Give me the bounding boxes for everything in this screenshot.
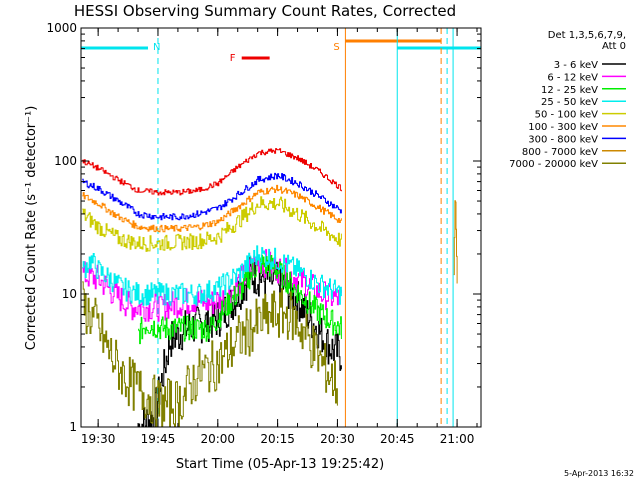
legend-header: Det 1,3,5,6,7,9, (548, 30, 626, 41)
observing-flags: N F S (81, 39, 481, 64)
series-line (82, 249, 342, 322)
y-tick-label: 10 (62, 287, 77, 301)
legend-entry-label: 300 - 800 keV (528, 134, 598, 145)
legend-entry-label: 50 - 100 keV (535, 110, 599, 121)
series-line (138, 254, 342, 345)
flag-label: F (230, 53, 236, 64)
y-tick-label: 1000 (46, 21, 77, 35)
legend-entry-label: 3 - 6 keV (554, 60, 598, 71)
x-tick-label: 20:45 (380, 432, 415, 446)
x-tick-label: 20:15 (260, 432, 295, 446)
series-line (82, 281, 338, 428)
legend-header: Att 0 (602, 41, 626, 52)
x-tick-label: 20:00 (200, 432, 235, 446)
series-line (82, 184, 342, 233)
series-line (82, 172, 342, 221)
vertical-markers (157, 28, 454, 427)
x-tick-label: 20:30 (320, 432, 355, 446)
legend-entry-label: 25 - 50 keV (541, 97, 598, 108)
series-line (453, 200, 458, 284)
y-axis-label: Corrected Count Rate (s⁻¹ detector⁻¹) (24, 106, 39, 351)
series-line (82, 148, 342, 196)
y-tick-label: 100 (54, 154, 77, 168)
x-tick-label: 19:30 (81, 432, 116, 446)
x-tick-label: 19:45 (141, 432, 176, 446)
flag-label: S (333, 42, 339, 53)
series-lines (82, 148, 458, 428)
legend-entry-label: 800 - 7000 keV (522, 147, 598, 158)
plot-frame (80, 27, 482, 428)
legend-entry-label: 7000 - 20000 keV (509, 159, 598, 170)
legend-entry-label: 6 - 12 keV (547, 72, 598, 83)
series-line (82, 245, 342, 306)
y-tick-label: 1 (69, 420, 77, 434)
flag-label: N (153, 42, 160, 53)
axes: 19:30 19:45 20:00 20:15 20:30 20:45 21:00 1 10 10… (46, 21, 482, 446)
series-line (138, 256, 342, 428)
chart-title: HESSI Observing Summary Count Rates, Cor… (74, 2, 456, 20)
legend-entry-label: 100 - 300 keV (528, 122, 598, 133)
x-axis-label: Start Time (05-Apr-13 19:25:42) (176, 457, 384, 472)
date-stamp: 5-Apr-2013 16:32 (564, 469, 634, 478)
series-line (82, 196, 342, 252)
legend-entry-label: 12 - 25 keV (541, 85, 598, 96)
x-tick-label: 21:00 (440, 432, 475, 446)
